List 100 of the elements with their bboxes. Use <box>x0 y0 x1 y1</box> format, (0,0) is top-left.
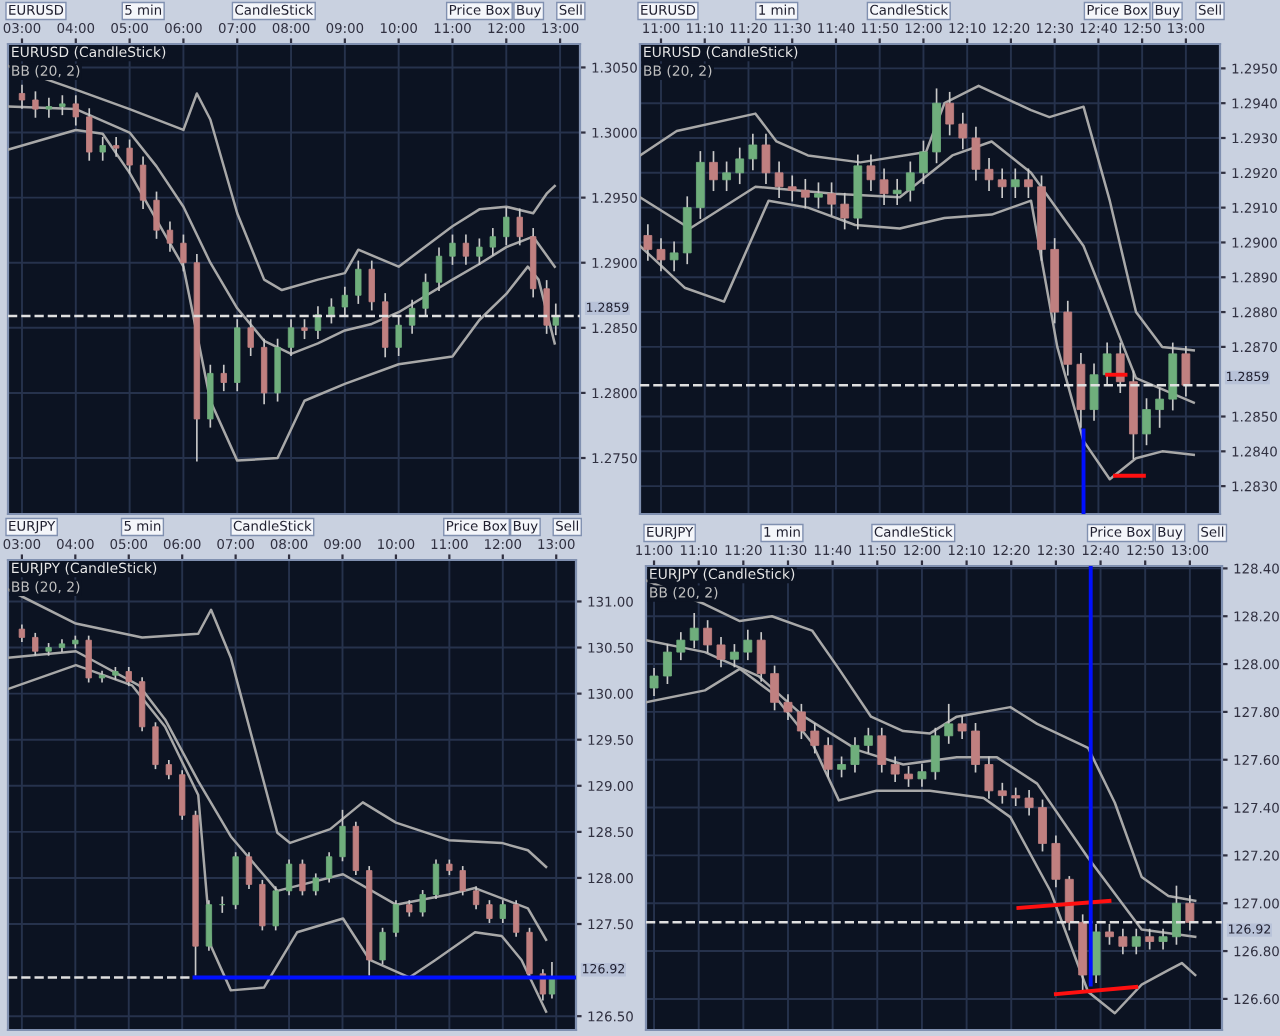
candlestick <box>997 168 1007 199</box>
candlestick <box>1051 835 1061 888</box>
candlestick <box>328 298 335 324</box>
candlestick <box>32 632 39 656</box>
candlestick <box>1091 923 1101 983</box>
candlestick <box>341 286 349 316</box>
line-series <box>640 84 1196 352</box>
candlestick <box>312 873 319 896</box>
candlestick <box>232 852 239 910</box>
candlestick <box>543 280 550 334</box>
candlestick <box>180 234 187 272</box>
candlestick <box>890 756 900 783</box>
candlestick <box>1024 789 1034 816</box>
candlestick <box>662 644 672 685</box>
candlestick <box>432 859 440 900</box>
candlestick <box>919 140 928 185</box>
candlestick <box>1181 346 1191 397</box>
candlestick <box>486 900 493 924</box>
candlestick <box>355 260 362 304</box>
candlestick <box>59 95 66 116</box>
candlestick <box>1010 168 1020 199</box>
candlestick <box>72 95 79 126</box>
candlestick <box>1118 928 1128 955</box>
candlestick <box>139 156 147 209</box>
candlestick <box>112 136 120 157</box>
candlestick <box>382 293 389 358</box>
candlestick <box>930 727 940 780</box>
candlestick <box>153 191 160 239</box>
candlestick <box>810 723 820 754</box>
candlestick <box>827 182 836 216</box>
candlestick <box>783 694 793 720</box>
candlestick <box>689 613 699 649</box>
candlestick <box>462 234 470 265</box>
candlestick <box>1089 363 1099 421</box>
candlestick <box>339 809 346 862</box>
candlestick <box>138 677 146 732</box>
candlestick <box>459 866 466 896</box>
candlestick <box>395 316 402 356</box>
candlestick <box>643 224 653 261</box>
candlestick <box>516 208 523 246</box>
candlestick <box>1168 342 1178 411</box>
candlestick <box>247 319 254 356</box>
candlestick <box>649 668 659 696</box>
candlestick <box>368 260 375 311</box>
candlestick <box>1038 799 1047 852</box>
candlestick <box>245 852 253 889</box>
candlestick <box>1158 928 1168 950</box>
candlestick <box>814 182 823 209</box>
candlestick <box>126 139 133 174</box>
candlestick <box>99 136 106 161</box>
candlestick <box>837 756 847 778</box>
candlestick <box>823 737 833 778</box>
candlestick <box>379 927 386 965</box>
candlestick <box>408 299 416 334</box>
candlestick <box>260 338 268 405</box>
candlestick <box>86 108 93 161</box>
candlestick <box>287 319 295 356</box>
candlestick <box>703 620 713 653</box>
candlestick <box>499 900 506 924</box>
candlestick <box>743 629 753 661</box>
candlestick <box>489 228 496 256</box>
candlestick <box>207 364 214 428</box>
candlestick <box>957 715 967 740</box>
candlestick <box>513 900 520 937</box>
candlestick <box>472 886 480 910</box>
candlestick <box>85 635 92 683</box>
candlestick <box>1172 885 1181 945</box>
candlestick <box>272 886 279 931</box>
candlestick <box>552 303 559 336</box>
candlestick <box>1105 923 1114 945</box>
candlestick <box>45 97 53 118</box>
candlestick <box>722 161 731 192</box>
candlestick <box>761 133 771 185</box>
candlestick <box>1024 168 1033 199</box>
candlestick <box>1131 928 1141 955</box>
candlestick <box>682 196 692 265</box>
line-series <box>640 140 1196 404</box>
candlestick <box>917 763 927 787</box>
candlestick <box>944 703 954 744</box>
candlestick <box>476 238 483 265</box>
candlestick <box>166 221 174 252</box>
candlestick <box>152 722 159 770</box>
candlestick <box>892 178 902 205</box>
candlestick <box>800 178 810 209</box>
candlestick <box>905 161 915 202</box>
line-series <box>640 199 1196 481</box>
candlestick <box>796 703 806 740</box>
candlestick <box>299 859 306 896</box>
candlestick <box>220 364 227 392</box>
candlestick <box>787 175 797 202</box>
candlestick <box>1102 342 1112 387</box>
candlestick <box>840 192 850 230</box>
candlestick <box>325 852 333 883</box>
candlestick <box>422 273 429 317</box>
candlestick <box>1076 353 1086 428</box>
candlestick <box>863 727 873 754</box>
candlestick <box>945 91 955 136</box>
candlestick <box>285 859 293 896</box>
candlestick <box>774 161 784 199</box>
candlestick <box>1155 387 1164 428</box>
